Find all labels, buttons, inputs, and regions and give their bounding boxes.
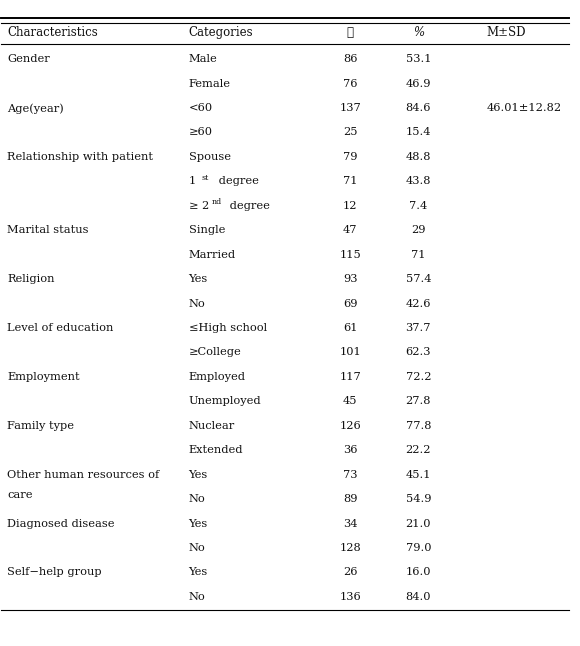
- Text: 77.8: 77.8: [405, 421, 431, 431]
- Text: 136: 136: [339, 592, 361, 602]
- Text: 34: 34: [343, 519, 357, 528]
- Text: Relationship with patient: Relationship with patient: [7, 152, 153, 162]
- Text: No: No: [188, 543, 205, 553]
- Text: 42.6: 42.6: [405, 298, 431, 309]
- Text: 57.4: 57.4: [405, 274, 431, 284]
- Text: 26: 26: [343, 567, 357, 578]
- Text: nd: nd: [211, 198, 222, 206]
- Text: Yes: Yes: [188, 519, 208, 528]
- Text: Diagnosed disease: Diagnosed disease: [7, 519, 115, 528]
- Text: Yes: Yes: [188, 470, 208, 479]
- Text: 25: 25: [343, 127, 357, 138]
- Text: 12: 12: [343, 201, 357, 211]
- Text: ≥: ≥: [188, 201, 198, 211]
- Text: ≥College: ≥College: [188, 348, 241, 357]
- Text: M±SD: M±SD: [487, 26, 526, 39]
- Text: 128: 128: [339, 543, 361, 553]
- Text: Yes: Yes: [188, 274, 208, 284]
- Text: Categories: Categories: [188, 26, 253, 39]
- Text: 45: 45: [343, 397, 357, 406]
- Text: Nuclear: Nuclear: [188, 421, 235, 431]
- Text: ≤High school: ≤High school: [188, 323, 267, 333]
- Text: 1: 1: [188, 176, 196, 186]
- Text: 54.9: 54.9: [405, 494, 431, 504]
- Text: 37.7: 37.7: [405, 323, 431, 333]
- Text: Gender: Gender: [7, 54, 50, 64]
- Text: 84.6: 84.6: [405, 103, 431, 113]
- Text: Characteristics: Characteristics: [7, 26, 98, 39]
- Text: 69: 69: [343, 298, 357, 309]
- Text: 53.1: 53.1: [405, 54, 431, 64]
- Text: 79: 79: [343, 152, 357, 162]
- Text: Male: Male: [188, 54, 218, 64]
- Text: Yes: Yes: [188, 567, 208, 578]
- Text: 93: 93: [343, 274, 357, 284]
- Text: 36: 36: [343, 445, 357, 455]
- Text: <60: <60: [188, 103, 213, 113]
- Text: Female: Female: [188, 79, 231, 89]
- Text: ℕ: ℕ: [347, 26, 354, 39]
- Text: 76: 76: [343, 79, 357, 89]
- Text: 15.4: 15.4: [405, 127, 431, 138]
- Text: 46.01±12.82: 46.01±12.82: [487, 103, 561, 113]
- Text: Employed: Employed: [188, 372, 245, 382]
- Text: %: %: [413, 26, 424, 39]
- Text: ≥60: ≥60: [188, 127, 213, 138]
- Text: 48.8: 48.8: [405, 152, 431, 162]
- Text: No: No: [188, 298, 205, 309]
- Text: 71: 71: [411, 249, 426, 260]
- Text: 16.0: 16.0: [405, 567, 431, 578]
- Text: 79.0: 79.0: [405, 543, 431, 553]
- Text: degree: degree: [215, 176, 259, 186]
- Text: Spouse: Spouse: [188, 152, 231, 162]
- Text: 115: 115: [339, 249, 361, 260]
- Text: 86: 86: [343, 54, 357, 64]
- Text: 22.2: 22.2: [405, 445, 431, 455]
- Text: 46.9: 46.9: [405, 79, 431, 89]
- Text: 2: 2: [201, 201, 208, 211]
- Text: Marital status: Marital status: [7, 225, 89, 235]
- Text: Unemployed: Unemployed: [188, 397, 261, 406]
- Text: 71: 71: [343, 176, 357, 186]
- Text: degree: degree: [226, 201, 270, 211]
- Text: 126: 126: [339, 421, 361, 431]
- Text: Religion: Religion: [7, 274, 55, 284]
- Text: 47: 47: [343, 225, 357, 235]
- Text: No: No: [188, 494, 205, 504]
- Text: 21.0: 21.0: [405, 519, 431, 528]
- Text: 27.8: 27.8: [405, 397, 431, 406]
- Text: Married: Married: [188, 249, 235, 260]
- Text: 73: 73: [343, 470, 357, 479]
- Text: Level of education: Level of education: [7, 323, 114, 333]
- Text: 137: 137: [339, 103, 361, 113]
- Text: 61: 61: [343, 323, 357, 333]
- Text: 62.3: 62.3: [405, 348, 431, 357]
- Text: 72.2: 72.2: [405, 372, 431, 382]
- Text: Other human resources of: Other human resources of: [7, 470, 160, 479]
- Text: 117: 117: [339, 372, 361, 382]
- Text: 84.0: 84.0: [405, 592, 431, 602]
- Text: 89: 89: [343, 494, 357, 504]
- Text: Age(year): Age(year): [7, 103, 64, 114]
- Text: 45.1: 45.1: [405, 470, 431, 479]
- Text: 101: 101: [339, 348, 361, 357]
- Text: 29: 29: [411, 225, 426, 235]
- Text: care: care: [7, 490, 32, 501]
- Text: Employment: Employment: [7, 372, 79, 382]
- Text: Single: Single: [188, 225, 225, 235]
- Text: Extended: Extended: [188, 445, 243, 455]
- Text: No: No: [188, 592, 205, 602]
- Text: Family type: Family type: [7, 421, 74, 431]
- Text: 43.8: 43.8: [405, 176, 431, 186]
- Text: 7.4: 7.4: [409, 201, 427, 211]
- Text: Self−help group: Self−help group: [7, 567, 101, 578]
- Text: st: st: [201, 174, 208, 182]
